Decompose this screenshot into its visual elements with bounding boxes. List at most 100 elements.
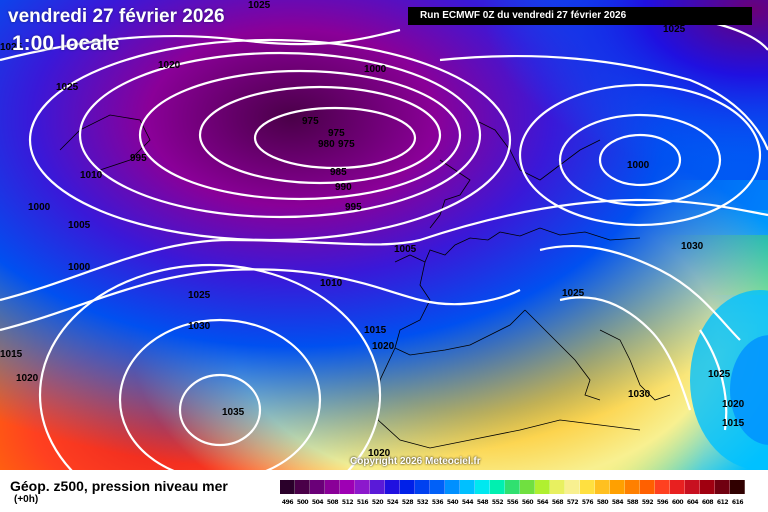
scale-swatch [400, 480, 415, 494]
svg-text:1025: 1025 [248, 0, 271, 11]
scale-swatch [640, 480, 655, 494]
svg-text:1025: 1025 [56, 82, 79, 93]
scale-label: 596 [656, 499, 669, 506]
scale-label: 528 [401, 499, 414, 506]
scale-swatch [625, 480, 640, 494]
svg-text:975: 975 [328, 128, 345, 139]
scale-label: 500 [296, 499, 309, 506]
scale-label: 604 [686, 499, 699, 506]
model-run-info: Run ECMWF 0Z du vendredi 27 février 2026 [408, 7, 752, 25]
scale-swatch [715, 480, 730, 494]
scale-label: 616 [731, 499, 744, 506]
scale-swatch [595, 480, 610, 494]
scale-label: 612 [716, 499, 729, 506]
scale-label: 556 [506, 499, 519, 506]
scale-swatch [490, 480, 505, 494]
isobars [0, 14, 768, 470]
forecast-date: vendredi 27 février 2026 [8, 6, 225, 27]
svg-text:1000: 1000 [68, 262, 91, 273]
scale-label: 524 [386, 499, 399, 506]
scale-label: 584 [611, 499, 624, 506]
svg-text:1015: 1015 [364, 325, 387, 336]
svg-text:1010: 1010 [80, 170, 103, 181]
scale-swatch [520, 480, 535, 494]
svg-text:1015: 1015 [722, 418, 745, 429]
scale-label: 548 [476, 499, 489, 506]
forecast-local-time: 1:00 locale [12, 32, 120, 55]
svg-text:1020: 1020 [368, 448, 391, 459]
svg-text:1025: 1025 [0, 42, 23, 53]
svg-text:980: 980 [318, 139, 335, 150]
coastlines [59, 114, 671, 449]
scale-label: 544 [461, 499, 474, 506]
scale-label: 532 [416, 499, 429, 506]
scale-label: 560 [521, 499, 534, 506]
scale-label: 576 [581, 499, 594, 506]
scale-label: 540 [446, 499, 459, 506]
svg-text:975: 975 [338, 139, 355, 150]
scale-swatch [535, 480, 550, 494]
scale-swatch [340, 480, 355, 494]
scale-label: 552 [491, 499, 504, 506]
scale-swatch [295, 480, 310, 494]
scale-swatch [730, 480, 745, 494]
z500-pressure-map: 1025 1025 1020 1025 1000 975 975 980 975… [0, 0, 768, 470]
svg-text:985: 985 [330, 167, 347, 178]
scale-swatch [355, 480, 370, 494]
svg-text:975: 975 [302, 116, 319, 127]
svg-text:1005: 1005 [394, 244, 417, 255]
svg-text:1015: 1015 [0, 349, 23, 360]
scale-swatch [565, 480, 580, 494]
scale-label: 600 [671, 499, 684, 506]
svg-text:1025: 1025 [188, 290, 211, 301]
scale-label: 592 [641, 499, 654, 506]
copyright: Copyright 2026 Meteociel.fr [350, 456, 481, 467]
scale-label: 516 [356, 499, 369, 506]
svg-text:1030: 1030 [628, 389, 651, 400]
svg-text:1020: 1020 [722, 399, 745, 410]
scale-label: 520 [371, 499, 384, 506]
scale-label: 608 [701, 499, 714, 506]
svg-text:1010: 1010 [320, 278, 343, 289]
scale-swatch [685, 480, 700, 494]
scale-label: 504 [311, 499, 324, 506]
scale-label: 568 [551, 499, 564, 506]
isobar-labels: 1025 1025 1020 1025 1000 975 975 980 975… [0, 0, 745, 459]
scale-label: 512 [341, 499, 354, 506]
scale-swatch [430, 480, 445, 494]
scale-swatch [310, 480, 325, 494]
color-scale-labels: 496 500 504 508 512 516 520 524 528 532 536 540 544 5… [280, 499, 745, 506]
svg-text:1030: 1030 [188, 321, 211, 332]
scale-swatch [475, 480, 490, 494]
svg-text:995: 995 [345, 202, 362, 213]
svg-text:1025: 1025 [562, 288, 585, 299]
scale-label: 508 [326, 499, 339, 506]
svg-text:995: 995 [130, 153, 147, 164]
scale-swatch [655, 480, 670, 494]
svg-text:1025: 1025 [708, 369, 731, 380]
lead-time: (+0h) [14, 494, 39, 505]
scale-swatch [580, 480, 595, 494]
color-scale [280, 480, 745, 494]
svg-text:1030: 1030 [681, 241, 704, 252]
scale-swatch [445, 480, 460, 494]
svg-text:1035: 1035 [222, 407, 245, 418]
scale-label: 536 [431, 499, 444, 506]
svg-text:1020: 1020 [158, 60, 181, 71]
svg-text:1020: 1020 [16, 373, 39, 384]
svg-text:1000: 1000 [627, 160, 650, 171]
scale-label: 588 [626, 499, 639, 506]
scale-swatch [280, 480, 295, 494]
scale-label: 564 [536, 499, 549, 506]
svg-text:1020: 1020 [372, 341, 395, 352]
scale-swatch [505, 480, 520, 494]
svg-text:1000: 1000 [364, 64, 387, 75]
svg-text:990: 990 [335, 182, 352, 193]
scale-swatch [370, 480, 385, 494]
scale-swatch [610, 480, 625, 494]
scale-swatch [550, 480, 565, 494]
scale-swatch [670, 480, 685, 494]
scale-label: 580 [596, 499, 609, 506]
svg-text:1005: 1005 [68, 220, 91, 231]
scale-label: 572 [566, 499, 579, 506]
